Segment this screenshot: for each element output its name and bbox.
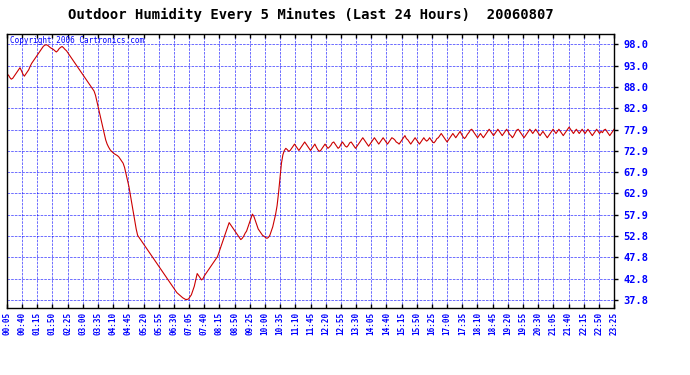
Text: Outdoor Humidity Every 5 Minutes (Last 24 Hours)  20060807: Outdoor Humidity Every 5 Minutes (Last 2… — [68, 8, 553, 22]
Text: Copyright 2006 Cartronics.com: Copyright 2006 Cartronics.com — [10, 36, 144, 45]
